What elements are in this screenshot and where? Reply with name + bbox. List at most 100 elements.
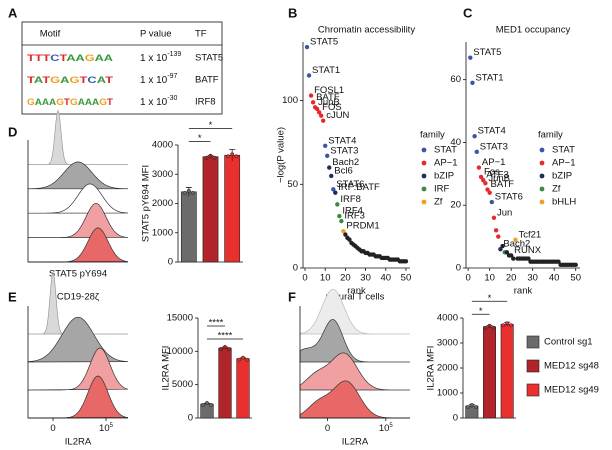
y-tick-label: 4000	[152, 140, 173, 151]
histogram-curve	[27, 203, 129, 238]
x-tick-label: 10	[484, 273, 495, 284]
legend-label: Control sg1	[544, 337, 593, 348]
legend-title: family	[420, 130, 445, 141]
replicate-dot	[190, 190, 195, 195]
point-label: IRF3	[344, 211, 365, 222]
bar	[202, 156, 219, 263]
point	[320, 118, 326, 123]
y-tick-label: 2000	[152, 198, 173, 209]
replicate-dot	[245, 357, 249, 362]
histogram-curve	[299, 352, 410, 391]
x-tick-label: 40	[380, 273, 391, 284]
histogram-curve	[27, 316, 129, 363]
panel-label: F	[288, 289, 296, 304]
point	[341, 228, 346, 234]
replicate-dot	[209, 403, 213, 407]
point	[500, 243, 505, 249]
point-label: Fos	[484, 166, 500, 177]
replicate-dot	[212, 155, 217, 160]
x-tick-label: 0	[466, 273, 471, 284]
table-header: TF	[195, 29, 207, 40]
point-label: JunB	[318, 97, 340, 108]
y-tick-label: 60	[450, 74, 461, 85]
legend-marker	[421, 199, 427, 205]
point-label: IRF:BATF	[338, 182, 380, 193]
point-label: ATF3	[486, 170, 509, 181]
point	[470, 80, 475, 86]
legend-marker	[421, 173, 427, 179]
y-tick-label: 3000	[152, 169, 173, 180]
tick-text: 0	[50, 423, 55, 434]
point	[526, 256, 531, 261]
legend-marker	[421, 186, 427, 192]
point-label: JunB	[488, 173, 510, 184]
histogram-curve	[27, 347, 129, 391]
x-tick-label: 10	[320, 273, 331, 284]
legend-swatch	[526, 335, 540, 349]
point-label: STAT4	[478, 126, 506, 137]
point	[403, 259, 409, 264]
point-label: STAT3	[480, 141, 508, 152]
point-label: Bach2	[332, 157, 359, 168]
replicate-dot	[208, 153, 213, 158]
point-label: FOSL1	[314, 85, 344, 96]
histogram-curve	[299, 288, 410, 335]
y-tick-label: 40	[450, 137, 461, 148]
significance-label: *	[209, 120, 213, 131]
replicate-dot	[487, 323, 492, 328]
panel-label: A	[8, 5, 18, 20]
y-tick-label: 50	[287, 179, 298, 190]
legend-marker	[539, 160, 545, 166]
point	[573, 262, 578, 268]
histogram-curve	[299, 319, 410, 363]
y-tick-label: 2000	[437, 363, 458, 374]
point	[513, 237, 518, 242]
point	[327, 165, 332, 170]
x-tick-label: 20	[506, 273, 517, 284]
legend-swatch	[526, 359, 540, 373]
point-label: Tcf21	[518, 229, 541, 240]
y-tick-label: 1000	[437, 388, 458, 399]
replicate-dot	[186, 188, 191, 193]
replicate-dot	[204, 155, 209, 160]
point	[339, 218, 344, 224]
tick-exp: 5	[389, 423, 393, 429]
point-label: STAT1	[475, 72, 503, 83]
tick-base: 10	[99, 423, 110, 434]
y-tick-label: 0	[293, 263, 298, 274]
x-axis-label: rank	[347, 286, 366, 297]
chart-title: Chromatin accessibility	[318, 25, 415, 36]
p-exp: -30	[167, 95, 177, 102]
legend-label: IRF	[434, 184, 450, 195]
point	[478, 174, 484, 180]
y-tick-label: 5000	[172, 379, 193, 390]
y-tick-label: 3000	[437, 338, 458, 349]
legend-marker	[539, 147, 545, 153]
point	[476, 165, 482, 170]
p-value: 1 x 10-139	[140, 51, 181, 64]
point	[483, 181, 488, 186]
y-tick-label: 0	[453, 413, 458, 424]
replicate-dot	[234, 154, 239, 159]
point-label: Bach2	[503, 239, 530, 250]
replicate-dot	[201, 403, 205, 407]
y-axis-label: −log(P value)	[276, 127, 287, 183]
point	[308, 93, 314, 98]
point-label: Bcl6	[334, 165, 352, 176]
point	[335, 202, 340, 207]
legend-label: MED12 sg48	[544, 361, 599, 372]
point	[333, 190, 338, 195]
y-tick-label: 0	[456, 263, 461, 274]
replicate-dot	[182, 190, 187, 195]
replicate-dot	[501, 323, 506, 328]
replicate-dot	[473, 405, 478, 409]
y-tick-label: 1000	[152, 227, 173, 238]
p-value: 1 x 10-30	[140, 95, 177, 108]
legend-label: bZIP	[434, 171, 454, 182]
point	[556, 259, 561, 264]
point	[489, 199, 495, 205]
y-tick-label: 15000	[167, 313, 193, 324]
point	[493, 228, 499, 233]
table-frame	[21, 21, 223, 115]
